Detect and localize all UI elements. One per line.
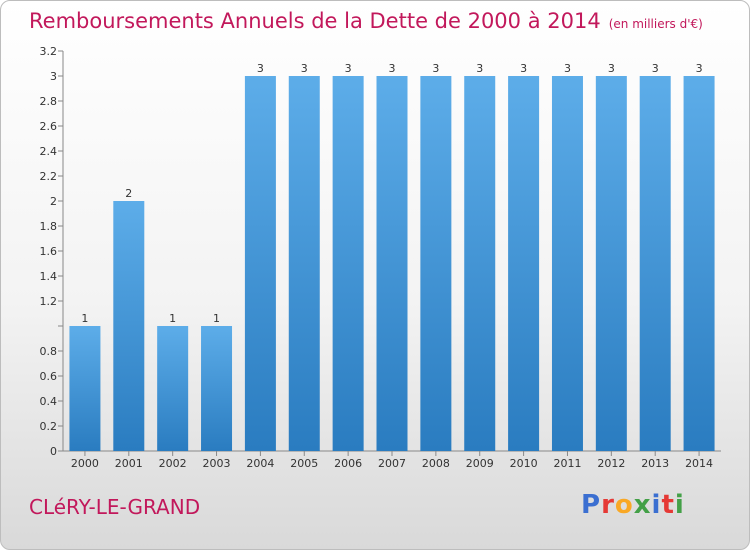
brand-letter: o [614, 490, 634, 520]
y-tick-label: 1.2 [40, 295, 58, 308]
y-tick-label: 2.2 [40, 170, 58, 183]
x-tick-label: 2008 [422, 457, 450, 470]
bar [332, 76, 364, 451]
data-label: 3 [564, 62, 571, 75]
brand-letter: x [633, 490, 652, 520]
y-tick-label: 0 [50, 445, 57, 458]
y-tick-label: 0.4 [40, 395, 58, 408]
y-tick-label: 1.6 [40, 245, 58, 258]
data-label: 2 [125, 187, 132, 200]
bar [244, 76, 276, 451]
y-tick-label: 2.8 [40, 95, 58, 108]
bar [69, 326, 101, 451]
bar [639, 76, 671, 451]
bar [157, 326, 189, 451]
data-label: 1 [169, 312, 176, 325]
x-tick-label: 2001 [115, 457, 143, 470]
x-tick-label: 2007 [378, 457, 406, 470]
x-tick-label: 2011 [553, 457, 581, 470]
bar [551, 76, 583, 451]
bar [683, 76, 715, 451]
x-tick-label: 2014 [685, 457, 713, 470]
bar [464, 76, 496, 451]
data-label: 3 [389, 62, 396, 75]
x-tick-label: 2009 [466, 457, 494, 470]
bar [420, 76, 452, 451]
data-label: 3 [520, 62, 527, 75]
commune-name: CLéRY-LE-GRAND [29, 495, 201, 519]
y-tick-label: 0.6 [40, 370, 58, 383]
data-label: 3 [301, 62, 308, 75]
x-tick-label: 2010 [510, 457, 538, 470]
chart-title: Remboursements Annuels de la Dette de 20… [29, 9, 703, 33]
y-tick-label: 0.2 [40, 420, 58, 433]
brand-letter: P [581, 490, 602, 520]
data-label: 3 [345, 62, 352, 75]
bar [201, 326, 233, 451]
title-unit: (en milliers d'€) [608, 17, 703, 31]
y-tick-label: 3.2 [40, 45, 58, 58]
bar [288, 76, 320, 451]
x-tick-label: 2000 [71, 457, 99, 470]
data-label: 3 [696, 62, 703, 75]
y-tick-label: 2.4 [40, 145, 58, 158]
x-tick-label: 2005 [290, 457, 318, 470]
proxiti-logo: Proxiti [581, 490, 685, 520]
y-tick-label: 2.6 [40, 120, 58, 133]
title-text: Remboursements Annuels de la Dette de 20… [29, 9, 601, 33]
bar [595, 76, 627, 451]
x-tick-label: 2012 [597, 457, 625, 470]
bar [376, 76, 408, 451]
bar [508, 76, 540, 451]
data-label: 3 [608, 62, 615, 75]
x-tick-label: 2004 [246, 457, 274, 470]
bar [113, 201, 145, 451]
data-label: 3 [652, 62, 659, 75]
brand-letter: i [674, 490, 685, 520]
data-label: 3 [432, 62, 439, 75]
x-tick-label: 2006 [334, 457, 362, 470]
y-tick-label: 0.8 [40, 345, 58, 358]
x-tick-label: 2013 [641, 457, 669, 470]
x-tick-label: 2002 [159, 457, 187, 470]
brand-letter: t [661, 490, 675, 520]
x-tick-label: 2003 [203, 457, 231, 470]
brand-letter: r [601, 490, 615, 520]
brand-letter: i [651, 490, 662, 520]
data-label: 3 [476, 62, 483, 75]
y-tick-label: 1.8 [40, 220, 58, 233]
data-label: 1 [213, 312, 220, 325]
y-tick-label: 1.4 [40, 270, 58, 283]
y-tick-label: 3 [50, 70, 57, 83]
data-label: 3 [257, 62, 264, 75]
data-label: 1 [81, 312, 88, 325]
y-tick-label: 2 [50, 195, 57, 208]
